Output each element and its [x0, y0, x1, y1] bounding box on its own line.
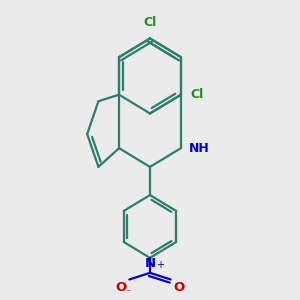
- Text: N: N: [144, 257, 156, 270]
- Text: O: O: [115, 281, 127, 294]
- Text: ⁻: ⁻: [125, 288, 130, 298]
- Text: Cl: Cl: [190, 88, 204, 101]
- Text: NH: NH: [188, 142, 209, 154]
- Text: +: +: [156, 260, 164, 270]
- Text: O: O: [173, 281, 185, 294]
- Text: Cl: Cl: [143, 16, 157, 29]
